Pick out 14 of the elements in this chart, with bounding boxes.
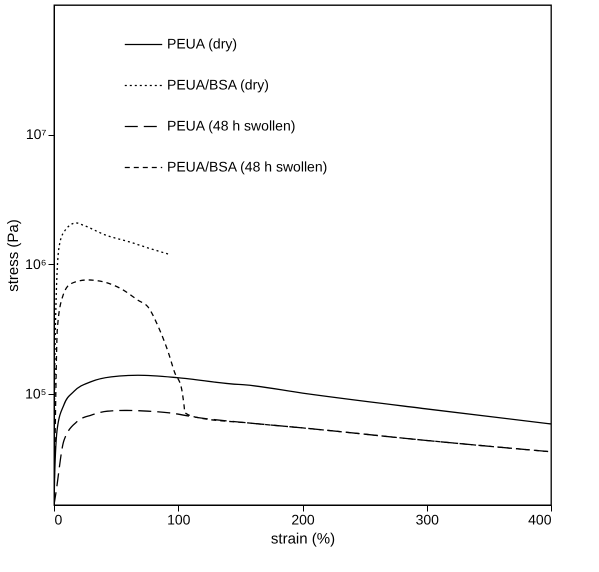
x-tick-label: 200 (291, 512, 315, 528)
y-axis-title: stress (Pa) (5, 219, 22, 292)
legend-label: PEUA (48 h swollen) (167, 118, 296, 134)
y-tick-label: 10⁵ (25, 386, 46, 402)
y-tick-label: 10⁷ (26, 126, 46, 142)
y-tick-label: 10⁶ (25, 256, 46, 272)
x-tick-label: 400 (528, 512, 552, 528)
legend-label: PEUA/BSA (48 h swollen) (167, 158, 328, 174)
legend-label: PEUA (dry) (167, 36, 238, 52)
legend-label: PEUA/BSA (dry) (167, 76, 269, 92)
x-axis-title: strain (%) (270, 530, 336, 548)
x-tick-label: 300 (416, 512, 440, 528)
x-tick-label: 0 (54, 512, 62, 528)
x-tick-label: 100 (167, 512, 191, 528)
